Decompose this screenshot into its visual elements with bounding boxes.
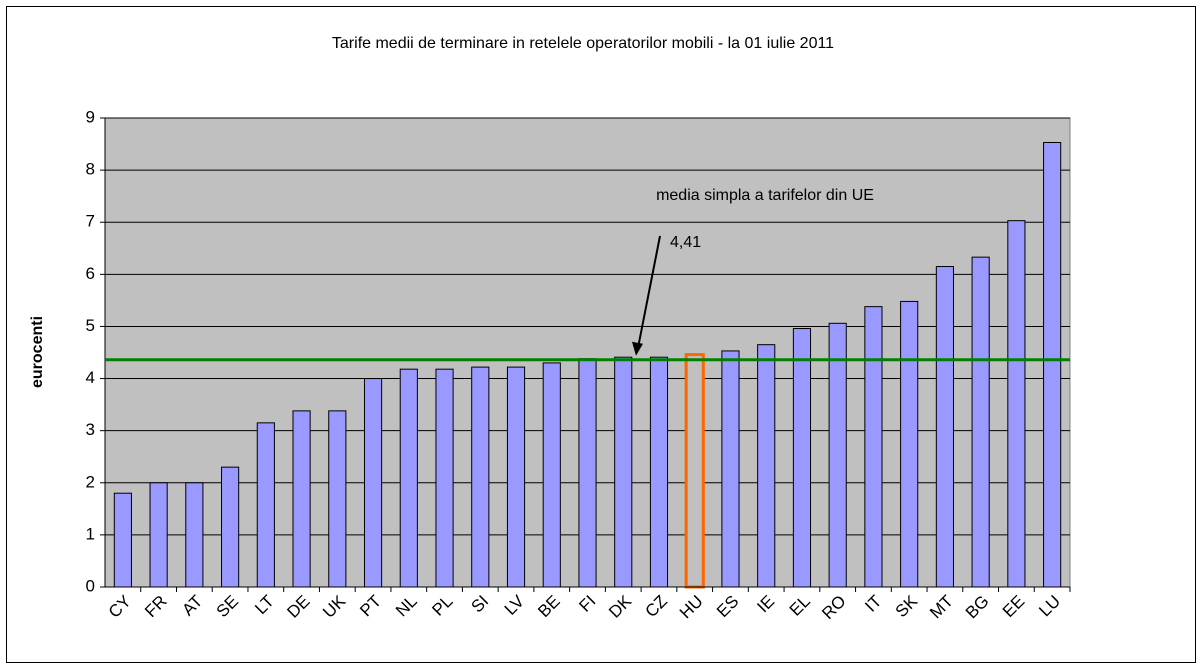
bar [935, 266, 954, 588]
bar [292, 410, 311, 588]
bar [256, 422, 275, 588]
chart-title: Tarife medii de terminare in retelele op… [332, 35, 834, 52]
annotation: media simpla a tarifelor din UE [656, 187, 874, 204]
y-tick-label: 1 [86, 524, 95, 543]
y-axis-label: eurocenti [29, 316, 46, 388]
bar [399, 368, 418, 588]
bar [471, 366, 490, 588]
bar [542, 362, 561, 588]
bar [971, 256, 990, 588]
bar [328, 410, 347, 588]
y-tick-label: 5 [86, 316, 95, 335]
bar [113, 492, 132, 588]
bar [185, 482, 204, 588]
bar [864, 306, 883, 588]
bar [1043, 141, 1062, 588]
arrow-line [637, 235, 661, 348]
arrow-head [632, 341, 643, 356]
bar [221, 466, 240, 588]
bar [614, 356, 633, 588]
y-tick-label: 0 [86, 576, 95, 595]
bar [684, 353, 705, 589]
bar [435, 368, 454, 588]
y-tick-label: 3 [86, 420, 95, 439]
y-tick-label: 4 [86, 368, 95, 387]
y-tick-label: 8 [86, 160, 95, 179]
bar [757, 344, 776, 588]
bar [828, 322, 847, 588]
bar [149, 482, 168, 588]
bar [1007, 220, 1026, 588]
y-tick-label: 6 [86, 264, 95, 283]
bar [721, 350, 740, 588]
annotation: 4,41 [670, 234, 701, 251]
bar [363, 378, 383, 588]
y-tick-label: 9 [86, 107, 95, 126]
bar [900, 300, 919, 588]
bar [578, 358, 597, 588]
bar [649, 356, 669, 588]
bar [792, 328, 812, 588]
bar [506, 366, 526, 588]
y-tick-label: 2 [86, 472, 95, 491]
y-tick-label: 7 [86, 212, 95, 231]
